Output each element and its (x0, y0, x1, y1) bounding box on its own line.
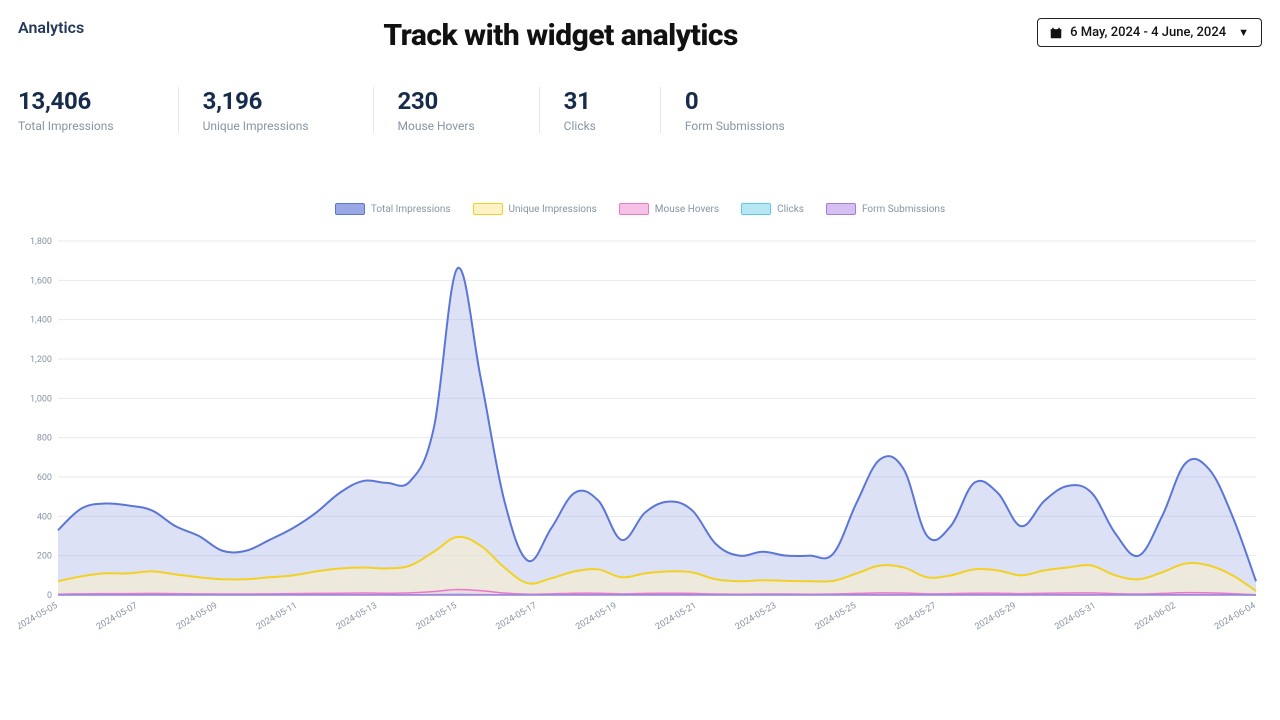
svg-text:2024-05-05: 2024-05-05 (18, 601, 59, 632)
stat-value: 230 (398, 87, 475, 115)
stat-card: 31 Clicks (539, 87, 636, 133)
legend-item[interactable]: Total Impressions (335, 203, 451, 215)
stat-value: 0 (685, 87, 785, 115)
svg-text:2024-05-27: 2024-05-27 (894, 601, 938, 632)
stat-label: Form Submissions (685, 119, 785, 133)
svg-text:1,600: 1,600 (30, 276, 52, 286)
svg-text:2024-06-04: 2024-06-04 (1213, 601, 1257, 632)
svg-text:1,800: 1,800 (30, 237, 52, 247)
chevron-down-icon: ▼ (1238, 26, 1249, 39)
svg-text:2024-05-15: 2024-05-15 (414, 601, 458, 632)
svg-text:2024-05-25: 2024-05-25 (814, 601, 858, 632)
svg-text:800: 800 (37, 434, 52, 444)
calendar-icon (1050, 27, 1062, 39)
svg-text:600: 600 (37, 473, 52, 483)
chart-legend: Total Impressions Unique Impressions Mouse… (18, 203, 1262, 215)
date-range-picker[interactable]: 6 May, 2024 - 4 June, 2024 ▼ (1037, 18, 1262, 47)
stat-card: 230 Mouse Hovers (373, 87, 515, 133)
svg-text:1,000: 1,000 (30, 394, 52, 404)
stat-label: Unique Impressions (203, 119, 309, 133)
legend-label: Total Impressions (371, 204, 451, 215)
svg-text:2024-05-23: 2024-05-23 (734, 601, 778, 632)
stats-row: 13,406 Total Impressions 3,196 Unique Impre… (18, 87, 1262, 133)
legend-item[interactable]: Mouse Hovers (619, 203, 719, 215)
stat-value: 31 (564, 87, 596, 115)
stat-label: Total Impressions (18, 119, 114, 133)
legend-item[interactable]: Form Submissions (826, 203, 945, 215)
legend-swatch (826, 203, 856, 215)
legend-swatch (741, 203, 771, 215)
legend-swatch (619, 203, 649, 215)
svg-text:2024-05-19: 2024-05-19 (574, 601, 618, 632)
svg-text:2024-05-13: 2024-05-13 (335, 601, 379, 632)
svg-text:2024-05-11: 2024-05-11 (255, 601, 299, 632)
legend-label: Mouse Hovers (655, 204, 719, 215)
svg-text:2024-05-17: 2024-05-17 (494, 601, 538, 632)
svg-text:2024-05-09: 2024-05-09 (175, 601, 219, 632)
stat-value: 13,406 (18, 87, 114, 115)
legend-swatch (473, 203, 503, 215)
stat-card: 3,196 Unique Impressions (178, 87, 349, 133)
date-range-label: 6 May, 2024 - 4 June, 2024 (1070, 25, 1226, 40)
svg-text:2024-05-29: 2024-05-29 (974, 601, 1018, 632)
svg-text:2024-05-07: 2024-05-07 (95, 601, 139, 632)
svg-text:2024-06-02: 2024-06-02 (1133, 601, 1177, 632)
stat-card: 0 Form Submissions (660, 87, 825, 133)
stat-card: 13,406 Total Impressions (18, 87, 154, 133)
svg-text:1,200: 1,200 (30, 355, 52, 365)
legend-label: Clicks (777, 204, 804, 215)
svg-text:0: 0 (47, 591, 52, 601)
legend-label: Form Submissions (862, 204, 945, 215)
section-label: Analytics (18, 18, 84, 37)
legend-swatch (335, 203, 365, 215)
stat-label: Mouse Hovers (398, 119, 475, 133)
legend-item[interactable]: Unique Impressions (473, 203, 597, 215)
analytics-chart: 0 200 400 600 800 1,000 1,200 1,400 1,600 1,800 20… (18, 233, 1262, 653)
svg-text:2024-05-21: 2024-05-21 (654, 601, 698, 632)
svg-text:1,400: 1,400 (30, 316, 52, 326)
stat-value: 3,196 (203, 87, 309, 115)
legend-label: Unique Impressions (509, 204, 597, 215)
page-title: Track with widget analytics (383, 18, 738, 53)
svg-text:400: 400 (37, 512, 52, 522)
stat-label: Clicks (564, 119, 596, 133)
svg-text:200: 200 (37, 552, 52, 562)
legend-item[interactable]: Clicks (741, 203, 804, 215)
svg-text:2024-05-31: 2024-05-31 (1053, 601, 1097, 632)
